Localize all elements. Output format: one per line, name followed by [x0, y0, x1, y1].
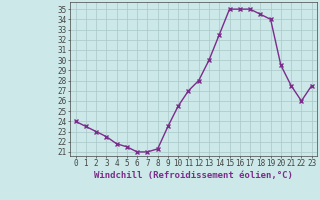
- X-axis label: Windchill (Refroidissement éolien,°C): Windchill (Refroidissement éolien,°C): [94, 171, 293, 180]
